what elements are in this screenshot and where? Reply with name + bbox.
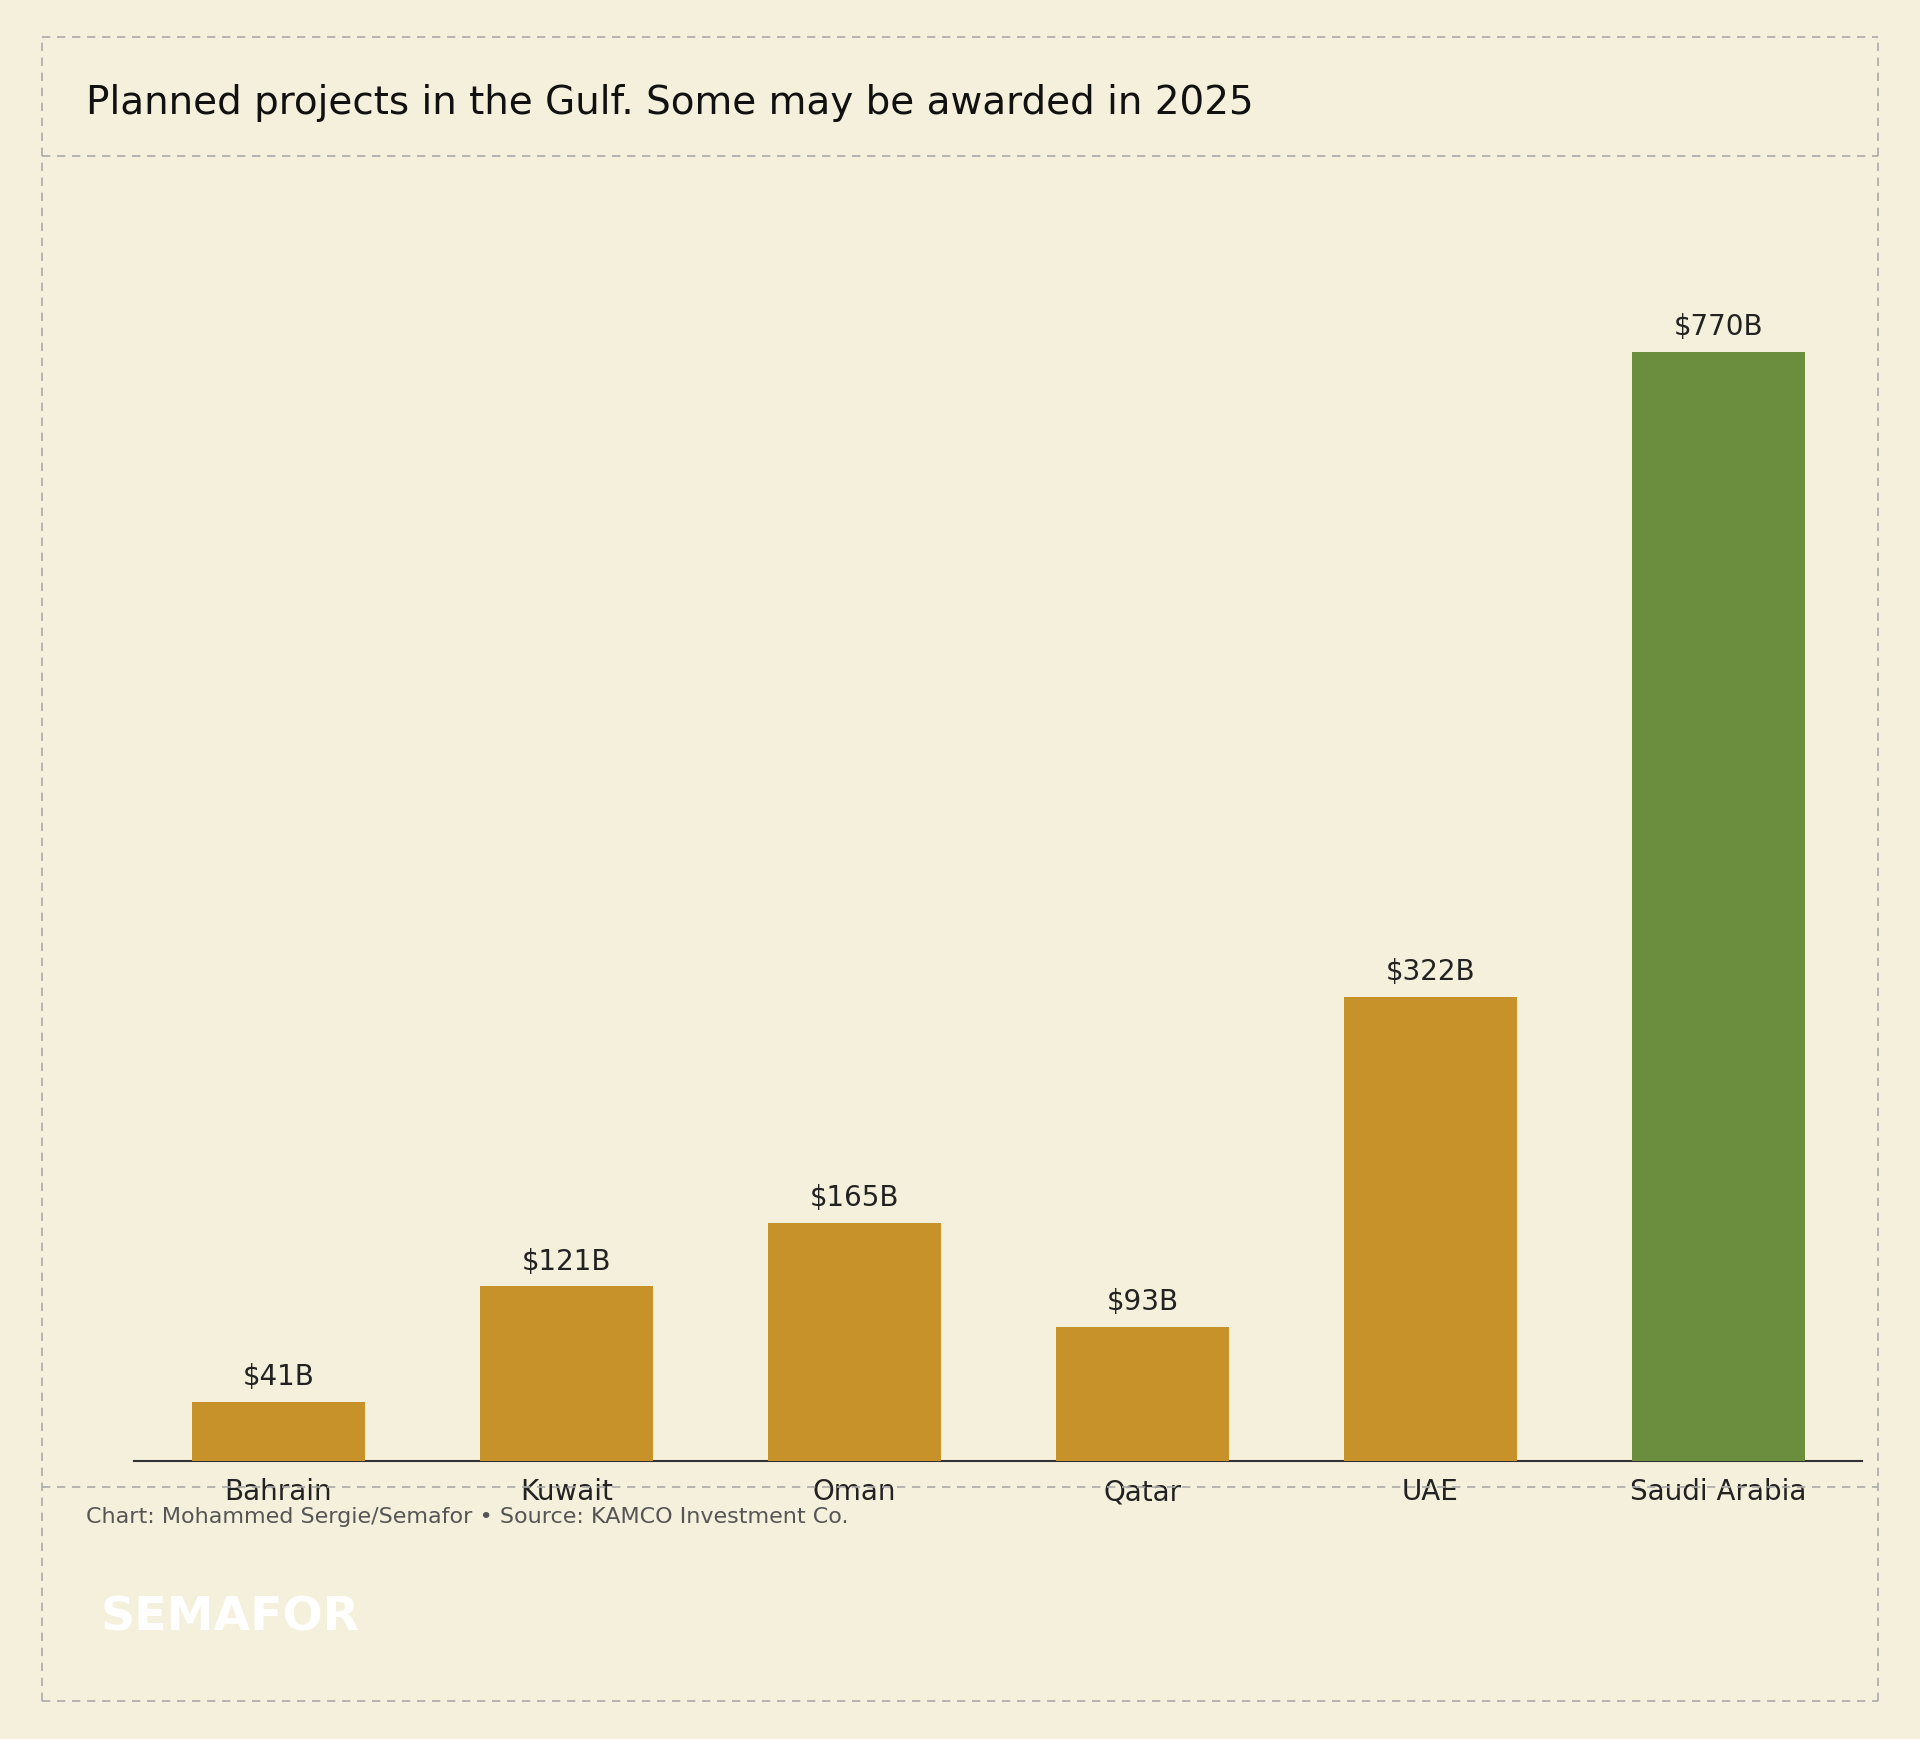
Text: $41B: $41B (242, 1362, 315, 1389)
Bar (768, 1223, 941, 1461)
Bar (1056, 1327, 1229, 1461)
Text: $93B: $93B (1106, 1287, 1179, 1315)
Text: $770B: $770B (1674, 313, 1763, 341)
Text: Chart: Mohammed Sergie/Semafor • Source: KAMCO Investment Co.: Chart: Mohammed Sergie/Semafor • Source:… (86, 1506, 849, 1525)
Text: SEMAFOR: SEMAFOR (102, 1595, 361, 1640)
Bar (1632, 353, 1805, 1461)
Text: $165B: $165B (810, 1184, 899, 1212)
Bar (192, 1402, 365, 1461)
Text: $322B: $322B (1386, 958, 1475, 986)
Text: $121B: $121B (522, 1247, 611, 1275)
Bar (480, 1287, 653, 1461)
Text: Planned projects in the Gulf. Some may be awarded in 2025: Planned projects in the Gulf. Some may b… (86, 83, 1254, 122)
Bar (1344, 998, 1517, 1461)
